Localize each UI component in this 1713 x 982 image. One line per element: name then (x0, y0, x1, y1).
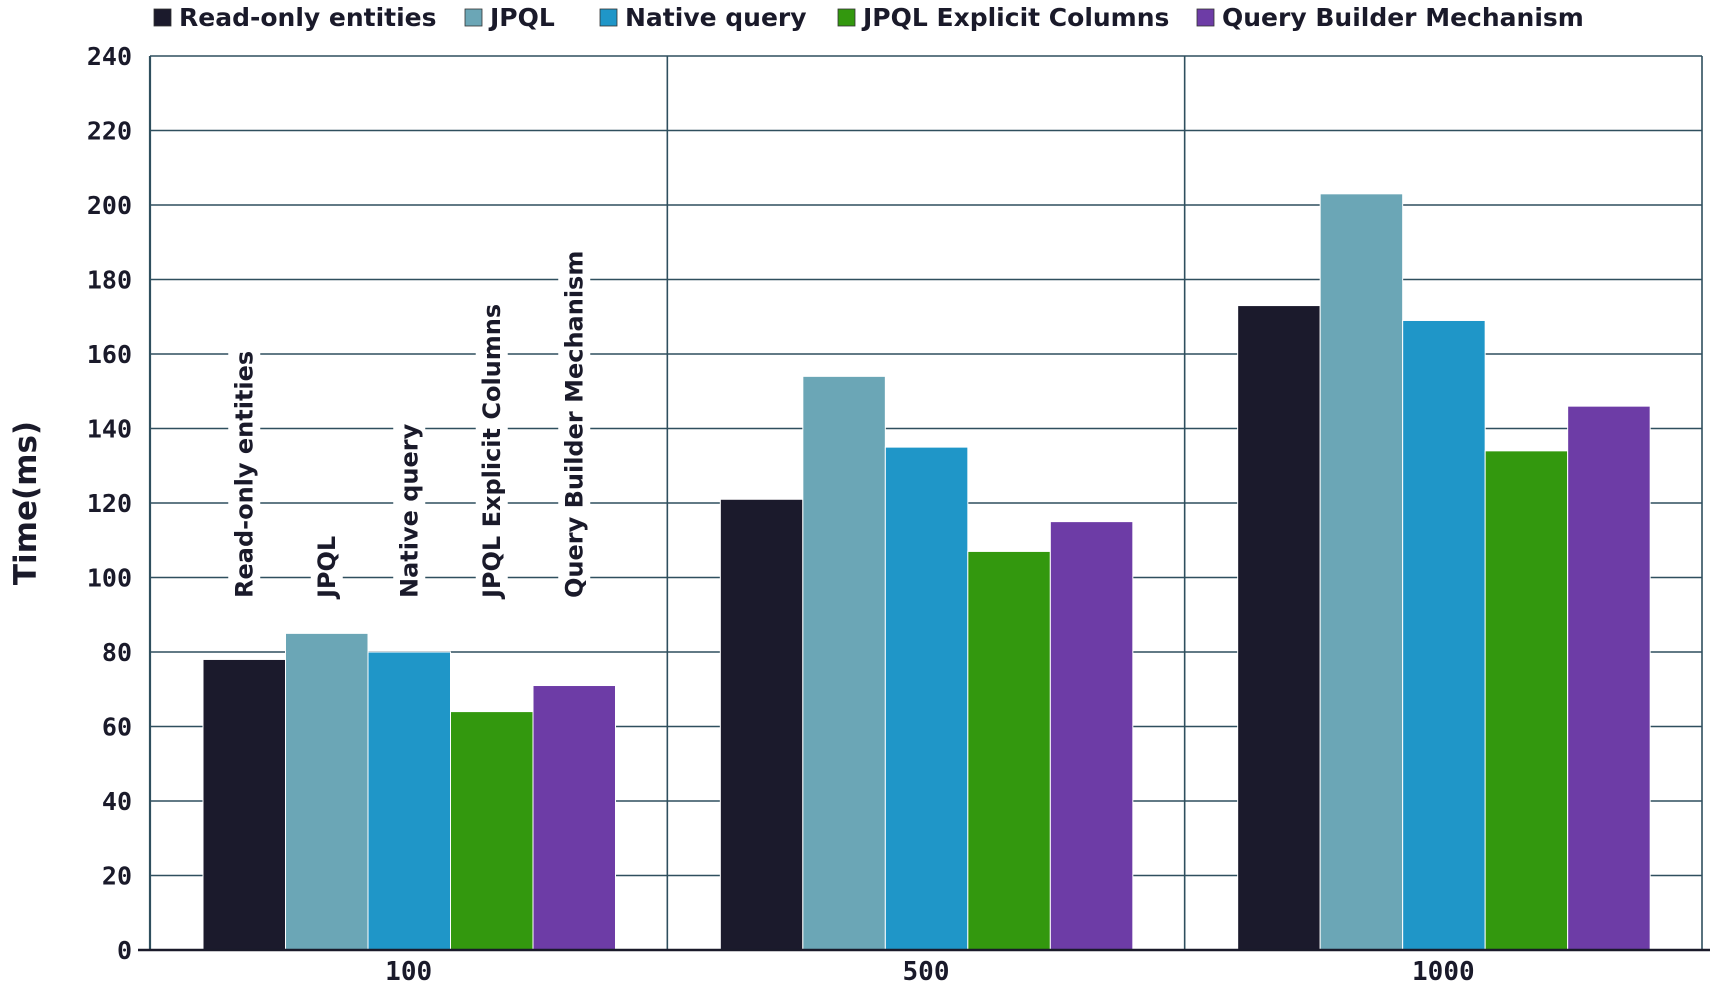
y-tick-label: 160 (87, 340, 132, 369)
legend-label-jpql-explicit-columns: JPQL Explicit Columns (861, 3, 1169, 32)
x-tick-label: 100 (385, 957, 432, 982)
bar-label-background (558, 244, 591, 604)
legend-label-jpql: JPQL (488, 3, 555, 32)
legend-swatch-query-builder-mechanism (1196, 8, 1215, 27)
bar-label-native-query: Native query (395, 423, 423, 598)
legend-swatch-jpql (464, 8, 483, 27)
y-tick-label: 220 (87, 117, 132, 146)
y-tick-label: 200 (87, 191, 132, 220)
x-tick-label: 500 (903, 957, 950, 982)
y-tick-label: 60 (102, 713, 132, 742)
bar-jpql-100 (285, 632, 369, 951)
bar-native-query-1000 (1402, 319, 1486, 951)
bar-label-group: JPQL Explicit Columns (475, 297, 508, 606)
bar-label-jpql: JPQL (313, 536, 341, 600)
bar-jpql-500 (802, 375, 886, 951)
x-tick-label: 1000 (1412, 957, 1475, 982)
y-tick-label: 120 (87, 489, 132, 518)
bar-query-builder-mechanism-500 (1049, 521, 1134, 951)
bar-jpql-explicit-columns-500 (967, 550, 1051, 951)
legend-label-native-query: Native query (625, 3, 807, 32)
y-axis-title: Time(ms) (8, 421, 44, 585)
legend-swatch-native-query (599, 8, 618, 27)
y-tick-label: 0 (117, 936, 132, 965)
legend-label-read-only-entities: Read-only entities (179, 3, 437, 32)
y-tick-label: 140 (87, 415, 132, 444)
y-tick-label: 180 (87, 266, 132, 295)
bar-read-only-entities-1000 (1237, 305, 1321, 951)
y-tick-label: 100 (87, 564, 132, 593)
bar-label-background (310, 529, 343, 606)
bar-read-only-entities-100 (202, 658, 286, 951)
bar-jpql-1000 (1319, 193, 1404, 951)
bar-label-group: Read-only entities (228, 344, 261, 604)
bar-label-jpql-explicit-columns: JPQL Explicit Columns (478, 304, 506, 600)
legend-swatch-jpql-explicit-columns (837, 8, 856, 27)
bar-jpql-explicit-columns-1000 (1484, 450, 1569, 951)
legend-label-query-builder-mechanism: Query Builder Mechanism (1222, 3, 1584, 32)
y-tick-label: 80 (102, 638, 132, 667)
bar-label-group: Query Builder Mechanism (558, 244, 591, 604)
bar-label-read-only-entities: Read-only entities (230, 351, 258, 598)
bar-label-group: Native query (393, 417, 426, 604)
bar-native-query-100 (367, 651, 451, 951)
bar-query-builder-mechanism-1000 (1567, 405, 1651, 951)
bar-read-only-entities-500 (719, 498, 804, 951)
legend-swatch-read-only-entities (153, 8, 172, 27)
bar-label-background (475, 297, 508, 606)
bar-native-query-500 (884, 446, 969, 951)
bar-query-builder-mechanism-100 (532, 685, 616, 951)
bar-label-query-builder-mechanism: Query Builder Mechanism (560, 251, 588, 598)
y-tick-label: 20 (102, 862, 132, 891)
bar-label-background (228, 344, 261, 604)
y-tick-label: 40 (102, 787, 132, 816)
bar-label-background (393, 417, 426, 604)
bar-jpql-explicit-columns-100 (450, 711, 534, 951)
bar-label-group: JPQL (310, 529, 343, 606)
y-tick-label: 240 (87, 42, 132, 71)
